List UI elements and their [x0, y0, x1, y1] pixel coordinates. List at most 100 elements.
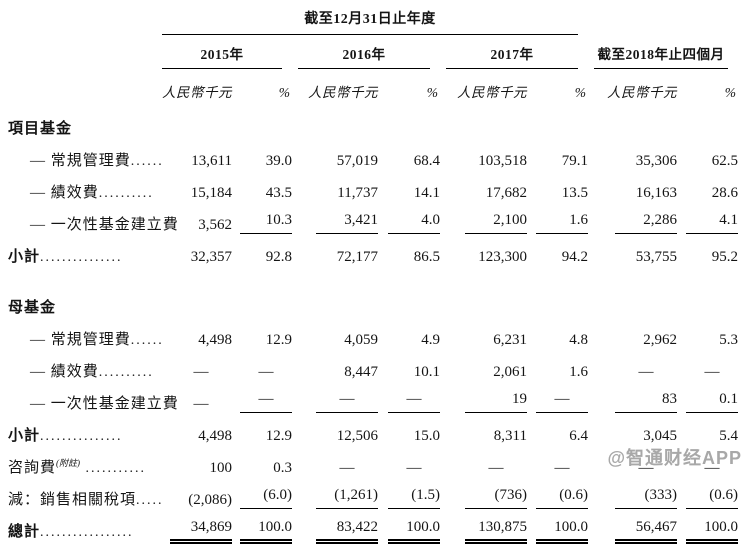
percent-cell: — [527, 450, 588, 482]
amount-cell: 17,682 [440, 175, 527, 207]
cell-value: 0.1 [686, 391, 739, 413]
amount-cell: — [156, 386, 232, 418]
percent-cell: 14.1 [378, 175, 440, 207]
percent-cell: 15.0 [378, 418, 440, 450]
amount-cell: 4,498 [156, 322, 232, 354]
cell-value: 83 [615, 391, 678, 413]
amount-cell: (333) [588, 482, 678, 514]
cell-value: 3,045 [643, 428, 678, 444]
cell-value: 4.8 [569, 332, 589, 348]
percent-cell: — [527, 386, 589, 418]
year-header-2018-4m: 截至2018年止四個月 [588, 35, 738, 69]
table-row-spacer-1 [8, 271, 738, 286]
year-label-2018-4m: 截至2018年止四個月 [594, 35, 729, 69]
cell-value: — [193, 364, 209, 380]
cell-value: 19 [465, 391, 527, 413]
percent-cell: 95.2 [677, 239, 738, 271]
amount-cell: 2,061 [440, 354, 527, 386]
cell-value: 53,755 [635, 249, 678, 265]
table-row-mf-performance-fee: — 績效費.......... — — 8,447 10.1 2,061 1.6 — — [8, 354, 738, 386]
row-label-text: 母基金 [8, 300, 57, 316]
percent-cell: — [378, 450, 440, 482]
percent-cell: — [378, 386, 440, 418]
cell-value: (1.5) [388, 487, 440, 509]
cell-value: 34,869 [170, 519, 232, 544]
percent-cell: 4.9 [378, 322, 440, 354]
cell-value: — [406, 460, 422, 476]
percent-cell: (0.6) [527, 482, 589, 514]
percent-cell: 6.4 [527, 418, 588, 450]
cell-value: 3,421 [316, 212, 378, 234]
cell-value: 4.0 [388, 212, 440, 234]
amount-cell [588, 286, 677, 322]
dot-leader: ................. [40, 525, 134, 540]
table-row-total: 總計................. 34,869 100.0 83,422 100.… [8, 514, 739, 546]
table-row-pf-one-off-fund-setup-fee: — 一次性基金建立費 3,562 10.3 3,421 4.0 2,100 1.6 2,286… [8, 207, 739, 239]
period-header-spacer [588, 8, 738, 35]
percent-cell [677, 286, 738, 322]
cell-value: 1.6 [569, 364, 589, 380]
amount-cell: 2,286 [588, 207, 678, 239]
row-label-text: 減：銷售相關稅項 [8, 492, 137, 508]
table-row-advisory-fee: 咨詢費(附註) ........... 100 0.3 — — — — — — [8, 450, 738, 482]
percent-cell: 100.0 [378, 514, 440, 546]
cell-value: 103,518 [478, 153, 527, 169]
amount-cell: 19 [440, 386, 527, 418]
percent-cell: 12.9 [232, 418, 292, 450]
pct-label-2016: % [426, 85, 438, 100]
amount-cell [588, 107, 677, 143]
row-label: 減：銷售相關稅項..... [8, 482, 162, 514]
cell-value: (333) [615, 487, 678, 509]
cell-value: 4,498 [198, 428, 232, 444]
row-label-text: — 績效費 [30, 185, 99, 201]
amount-cell: 83,422 [292, 514, 378, 546]
cell-value: (736) [465, 487, 527, 509]
year-label-2016: 2016年 [298, 35, 430, 69]
cell-value: 43.5 [265, 185, 292, 201]
cell-value: 100.0 [536, 519, 589, 544]
percent-cell: 92.8 [232, 239, 292, 271]
row-label-text: 小計 [8, 249, 41, 265]
unit-label-2015: 人民幣千元 [162, 85, 232, 100]
row-label-text: 總計 [8, 524, 41, 540]
percent-cell: 1.6 [527, 207, 589, 239]
cell-value: 3,562 [198, 217, 232, 233]
percent-cell [677, 107, 738, 143]
amount-cell [292, 286, 378, 322]
amount-cell: 2,100 [440, 207, 527, 239]
percent-cell: — [677, 354, 738, 386]
row-label: 小計............... [8, 418, 156, 450]
row-label: — 一次性基金建立費 [8, 207, 178, 239]
percent-cell: 100.0 [677, 514, 739, 546]
table-row-less-sales-related-taxes: 減：銷售相關稅項..... (2,086) (6.0) (1,261) (1.5) (73… [8, 482, 739, 514]
cell-value: 6,231 [493, 332, 527, 348]
percent-cell: (1.5) [378, 482, 440, 514]
cell-value: 39.0 [265, 153, 292, 169]
cell-value: 2,962 [643, 332, 678, 348]
cell-value: 12.9 [265, 332, 292, 348]
percent-cell: 100.0 [527, 514, 589, 546]
percent-cell: — [232, 386, 292, 418]
amount-cell: 56,467 [588, 514, 678, 546]
amount-cell: 16,163 [588, 175, 677, 207]
amount-cell: 8,447 [292, 354, 378, 386]
amount-cell: — [440, 450, 527, 482]
cell-value: 123,300 [478, 249, 527, 265]
cell-value: 14.1 [413, 185, 440, 201]
cell-value: 94.2 [561, 249, 589, 265]
cell-value: (0.6) [536, 487, 589, 509]
percent-cell [527, 107, 588, 143]
header-label-spacer [8, 8, 156, 35]
row-label: 母基金 [8, 286, 156, 322]
row-label: — 一次性基金建立費 [8, 386, 178, 418]
dot-leader: ...... [130, 333, 164, 348]
cell-value: 100 [209, 460, 233, 476]
cell-value: 100.0 [240, 519, 292, 544]
cell-value: — [240, 391, 292, 413]
cell-value: 4.1 [686, 212, 739, 234]
dot-leader: ............... [40, 250, 123, 265]
unit-label-2016: 人民幣千元 [308, 85, 378, 100]
cell-value: 2,100 [465, 212, 527, 234]
pct-label-2017: % [574, 85, 587, 100]
